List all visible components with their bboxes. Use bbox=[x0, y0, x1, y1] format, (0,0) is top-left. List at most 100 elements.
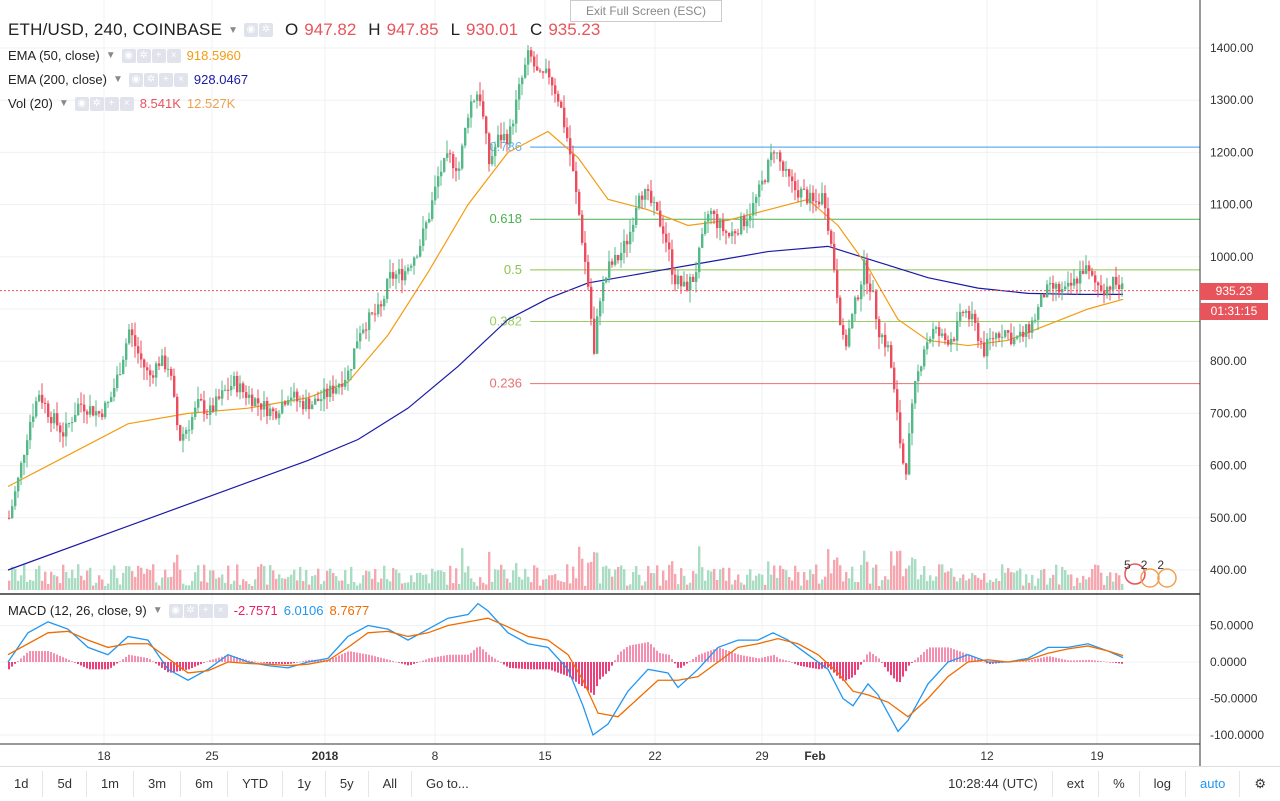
close-icon[interactable]: × bbox=[173, 72, 188, 87]
close-icon[interactable]: × bbox=[119, 96, 134, 111]
timeframe-1d[interactable]: 1d bbox=[0, 771, 44, 797]
plus-icon[interactable]: + bbox=[198, 603, 213, 618]
chevron-down-icon[interactable]: ▼ bbox=[58, 98, 69, 109]
timeframe-ytd[interactable]: YTD bbox=[228, 771, 284, 797]
percent-toggle[interactable]: % bbox=[1099, 771, 1140, 797]
timeframe-1y[interactable]: 1y bbox=[283, 771, 326, 797]
volume-bar bbox=[878, 585, 881, 590]
candle-body bbox=[227, 389, 230, 391]
volume-buttons[interactable]: ◉ ✲ + × bbox=[74, 96, 134, 111]
volume-bar bbox=[245, 581, 248, 590]
chevron-down-icon[interactable]: ▼ bbox=[228, 24, 239, 36]
gear-icon[interactable]: ✲ bbox=[143, 72, 158, 87]
macd-hist-bar bbox=[269, 662, 271, 664]
macd-hist-bar bbox=[737, 654, 739, 662]
gear-icon[interactable]: ✲ bbox=[89, 96, 104, 111]
eye-icon[interactable]: ◉ bbox=[244, 23, 259, 37]
candle-body bbox=[515, 99, 518, 124]
log-toggle[interactable]: log bbox=[1140, 771, 1187, 797]
macd-hist-bar bbox=[338, 655, 340, 662]
macd-hist-bar bbox=[935, 647, 937, 662]
macd-hist-bar bbox=[8, 662, 10, 670]
timeframe-all[interactable]: All bbox=[369, 771, 413, 797]
volume-bar bbox=[104, 585, 107, 590]
ema50-legend[interactable]: EMA (50, close) ▼ ◉ ✲ + × 918.5960 bbox=[8, 48, 241, 63]
eye-icon[interactable]: ◉ bbox=[128, 72, 143, 87]
exit-fullscreen-tooltip[interactable]: Exit Full Screen (ESC) bbox=[570, 0, 722, 22]
ema50-buttons[interactable]: ◉ ✲ + × bbox=[121, 48, 181, 63]
candle-body bbox=[242, 383, 245, 393]
candle-body bbox=[815, 201, 818, 203]
gear-icon[interactable]: ✲ bbox=[136, 48, 151, 63]
macd-hist-bar bbox=[788, 660, 790, 662]
volume-bar bbox=[1043, 568, 1046, 590]
volume-bar bbox=[941, 564, 944, 590]
candle-body bbox=[167, 368, 170, 370]
macd-hist-bar bbox=[155, 662, 157, 664]
plus-icon[interactable]: + bbox=[104, 96, 119, 111]
gear-icon[interactable]: ✲ bbox=[259, 23, 274, 37]
candle-body bbox=[92, 406, 95, 416]
volume-bar bbox=[44, 571, 47, 590]
timeframe-1m[interactable]: 1m bbox=[87, 771, 134, 797]
ema200-buttons[interactable]: ◉ ✲ + × bbox=[128, 72, 188, 87]
candle-body bbox=[662, 226, 665, 234]
volume-legend[interactable]: Vol (20) ▼ ◉ ✲ + × 8.541K 12.527K bbox=[8, 96, 235, 111]
goto-button[interactable]: Go to... bbox=[426, 776, 469, 791]
macd-hist-bar bbox=[380, 657, 382, 662]
volume-bar bbox=[350, 566, 353, 590]
timeframe-6m[interactable]: 6m bbox=[181, 771, 229, 797]
candle-body bbox=[155, 363, 158, 378]
volume-bar bbox=[683, 575, 686, 590]
candle-body bbox=[725, 231, 728, 233]
candle-body bbox=[575, 171, 578, 192]
eye-icon[interactable]: ◉ bbox=[121, 48, 136, 63]
event-counters[interactable]: 5 2 2 bbox=[1124, 558, 1164, 572]
macd-legend[interactable]: MACD (12, 26, close, 9) ▼ ◉ ✲ + × -2.7571 6… bbox=[8, 603, 369, 618]
eye-icon[interactable]: ◉ bbox=[74, 96, 89, 111]
volume-bar bbox=[314, 575, 317, 590]
macd-hist-value: -2.7571 bbox=[233, 603, 278, 618]
ema200-legend[interactable]: EMA (200, close) ▼ ◉ ✲ + × 928.0467 bbox=[8, 72, 248, 87]
candle-body bbox=[593, 318, 596, 354]
candle-body bbox=[449, 153, 452, 155]
macd-hist-bar bbox=[761, 657, 763, 662]
timeframe-5y[interactable]: 5y bbox=[326, 771, 369, 797]
gear-icon[interactable]: ⚙ bbox=[1254, 776, 1266, 791]
close-icon[interactable]: × bbox=[213, 603, 228, 618]
plus-icon[interactable]: + bbox=[151, 48, 166, 63]
chevron-down-icon[interactable]: ▼ bbox=[152, 605, 163, 616]
symbol-legend-buttons[interactable]: ◉ ✲ bbox=[244, 23, 274, 37]
macd-hist-bar bbox=[734, 653, 736, 662]
candle-body bbox=[884, 334, 887, 348]
timeframe-5d[interactable]: 5d bbox=[43, 771, 87, 797]
macd-hist-bar bbox=[248, 660, 250, 662]
volume-bar bbox=[1022, 585, 1025, 590]
chevron-down-icon[interactable]: ▼ bbox=[113, 74, 123, 85]
macd-hist-bar bbox=[572, 662, 574, 680]
macd-signal-line bbox=[7, 617, 1124, 718]
ext-toggle[interactable]: ext bbox=[1053, 771, 1100, 797]
candle-body bbox=[779, 152, 782, 162]
macd-hist-bar bbox=[659, 653, 661, 662]
chevron-down-icon[interactable]: ▼ bbox=[105, 50, 116, 61]
volume-bar bbox=[920, 574, 923, 590]
candle-body bbox=[74, 414, 77, 423]
macd-hist-bar bbox=[158, 662, 160, 666]
candle-body bbox=[710, 210, 713, 215]
macd-buttons[interactable]: ◉ ✲ + × bbox=[168, 603, 228, 618]
candle-body bbox=[152, 375, 155, 378]
gear-icon[interactable]: ✲ bbox=[183, 603, 198, 618]
plus-icon[interactable]: + bbox=[158, 72, 173, 87]
eye-icon[interactable]: ◉ bbox=[168, 603, 183, 618]
macd-hist-bar bbox=[182, 662, 184, 671]
macd-hist-bar bbox=[692, 659, 694, 662]
close-icon[interactable]: × bbox=[166, 48, 181, 63]
timeframe-3m[interactable]: 3m bbox=[134, 771, 182, 797]
volume-bar bbox=[134, 576, 137, 590]
volume-bar bbox=[728, 567, 731, 590]
utc-clock[interactable]: 10:28:44 (UTC) bbox=[934, 771, 1053, 797]
volume-bar bbox=[875, 564, 878, 590]
auto-toggle[interactable]: auto bbox=[1186, 771, 1241, 797]
